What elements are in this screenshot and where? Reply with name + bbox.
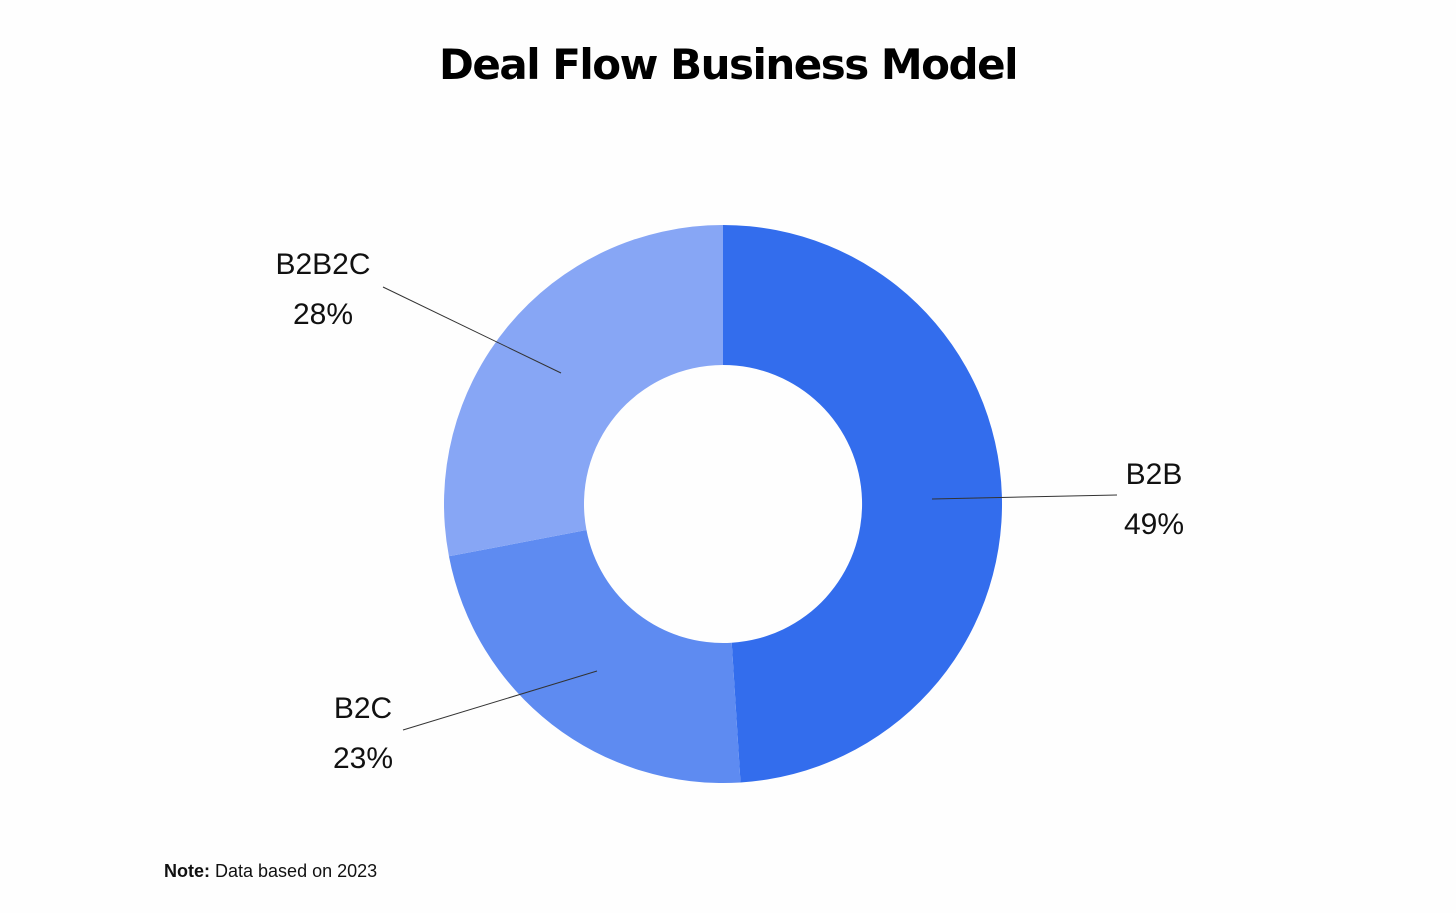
footnote-text: Data based on 2023 (215, 861, 378, 881)
slice-name-b2b2c: B2B2C (275, 248, 370, 281)
slice-name-b2c: B2C (334, 692, 392, 725)
slice-value-b2b: 49% (1124, 508, 1184, 541)
labels-layer: B2B 49% B2C 23% B2B2C 28% (275, 248, 1184, 775)
leader-line-b2b2c (382, 286, 562, 374)
slices-layer (443, 225, 1003, 784)
leader-line-b2c (402, 670, 598, 731)
footnote-label: Note: (164, 861, 210, 881)
slice-value-b2b2c: 28% (293, 298, 353, 331)
footnote: Note: Data based on 2023 (164, 861, 377, 882)
slice-value-b2c: 23% (333, 742, 393, 775)
leader-line-b2b (931, 494, 1118, 500)
chart-title: Deal Flow Business Model (439, 40, 1018, 89)
slice-b2c (448, 530, 741, 784)
slice-name-b2b: B2B (1126, 458, 1183, 491)
slice-b2b (723, 225, 1003, 783)
slice-b2b2c (443, 225, 723, 557)
